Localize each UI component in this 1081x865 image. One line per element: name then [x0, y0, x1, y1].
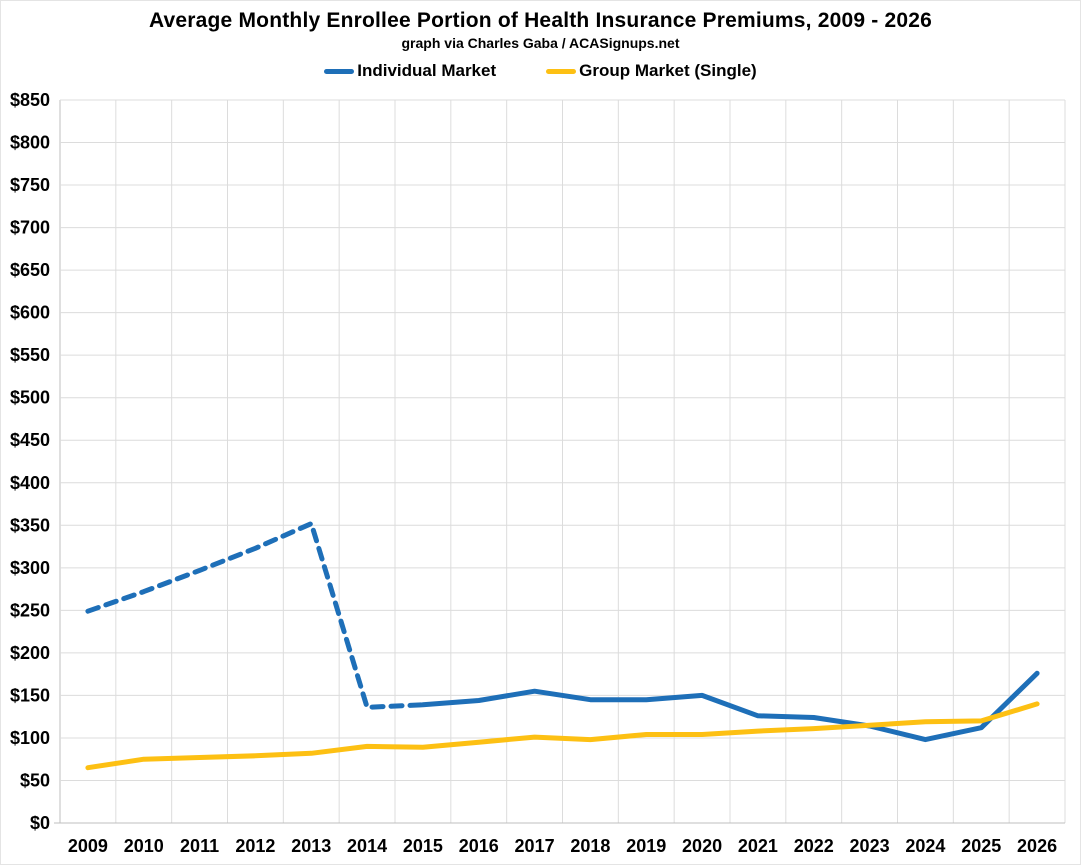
x-tick-label: 2017 — [515, 836, 555, 856]
y-tick-label: $650 — [10, 260, 50, 280]
x-tick-label: 2016 — [459, 836, 499, 856]
chart-title: Average Monthly Enrollee Portion of Heal… — [148, 9, 933, 32]
chart-subtitle: graph via Charles Gaba / ACASignups.net — [401, 35, 680, 51]
legend: Individual Market Group Market (Single) — [0, 61, 1081, 81]
individual-market-line-solid — [420, 670, 1040, 743]
x-tick-label: 2015 — [403, 836, 443, 856]
x-tick-label: 2025 — [961, 836, 1001, 856]
legend-label-group-market: Group Market (Single) — [579, 61, 757, 80]
y-tick-label: $450 — [10, 430, 50, 450]
group-market-line-icon — [546, 68, 577, 74]
y-tick-label: $500 — [10, 388, 50, 408]
y-tick-label: $200 — [10, 643, 50, 663]
x-tick-label: 2009 — [68, 836, 108, 856]
y-tick-label: $50 — [20, 770, 50, 790]
x-tick-label: 2013 — [291, 836, 331, 856]
y-tick-label: $800 — [10, 133, 50, 153]
x-tick-label: 2012 — [235, 836, 275, 856]
legend-item-individual-market: Individual Market — [324, 61, 496, 81]
legend-item-group-market: Group Market (Single) — [546, 61, 757, 81]
x-tick-label: 2021 — [738, 836, 778, 856]
x-tick-label: 2024 — [905, 836, 945, 856]
individual-market-line-icon — [324, 68, 355, 74]
y-tick-label: $400 — [10, 473, 50, 493]
x-tick-label: 2026 — [1017, 836, 1057, 856]
individual-market-line-dashed — [85, 521, 426, 710]
y-tick-label: $0 — [30, 813, 50, 833]
y-tick-label: $600 — [10, 303, 50, 323]
y-tick-label: $300 — [10, 558, 50, 578]
x-tick-label: 2010 — [124, 836, 164, 856]
x-tick-label: 2020 — [682, 836, 722, 856]
group-market-line — [85, 701, 1040, 771]
y-tick-label: $150 — [10, 685, 50, 705]
y-tick-label: $850 — [10, 90, 50, 110]
x-tick-label: 2011 — [180, 836, 219, 856]
y-tick-label: $700 — [10, 218, 50, 238]
x-tick-label: 2014 — [347, 836, 387, 856]
y-tick-label: $100 — [10, 728, 50, 748]
y-tick-label: $550 — [10, 345, 50, 365]
x-tick-label: 2023 — [850, 836, 890, 856]
y-tick-label: $250 — [10, 600, 50, 620]
x-tick-label: 2022 — [794, 836, 834, 856]
x-tick-label: 2018 — [570, 836, 610, 856]
y-tick-label: $750 — [10, 175, 50, 195]
legend-label-individual-market: Individual Market — [357, 61, 497, 80]
y-tick-label: $350 — [10, 515, 50, 535]
x-tick-label: 2019 — [626, 836, 666, 856]
